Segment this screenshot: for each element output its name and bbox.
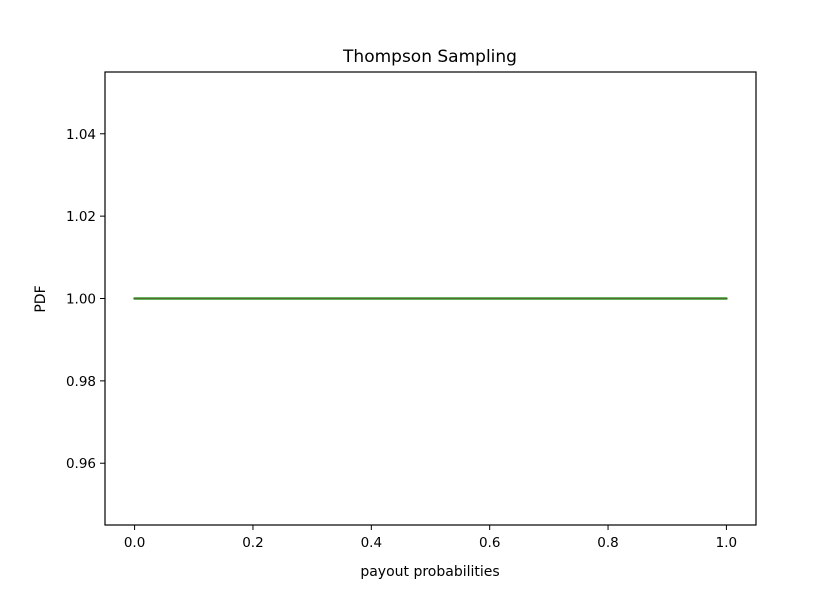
x-tick-label: 0.8 (597, 535, 618, 551)
y-tick-label: 1.02 (66, 209, 96, 225)
x-tick-label: 1.0 (716, 535, 737, 551)
x-tick-label: 0.6 (479, 535, 500, 551)
chart-title: Thompson Sampling (342, 47, 517, 67)
x-axis: 0.0 0.2 0.4 0.6 0.8 1.0 (124, 525, 737, 551)
y-tick-label: 0.98 (66, 374, 96, 390)
y-axis: 0.96 0.98 1.00 1.02 1.04 (66, 127, 105, 472)
x-tick-label: 0.4 (361, 535, 382, 551)
x-axis-label: payout probabilities (360, 564, 499, 580)
y-tick-label: 1.00 (66, 292, 96, 308)
y-axis-label: PDF (33, 285, 49, 312)
y-tick-label: 1.04 (66, 127, 96, 143)
x-tick-label: 0.0 (124, 535, 145, 551)
x-tick-label: 0.2 (242, 535, 263, 551)
y-tick-label: 0.96 (66, 456, 96, 472)
